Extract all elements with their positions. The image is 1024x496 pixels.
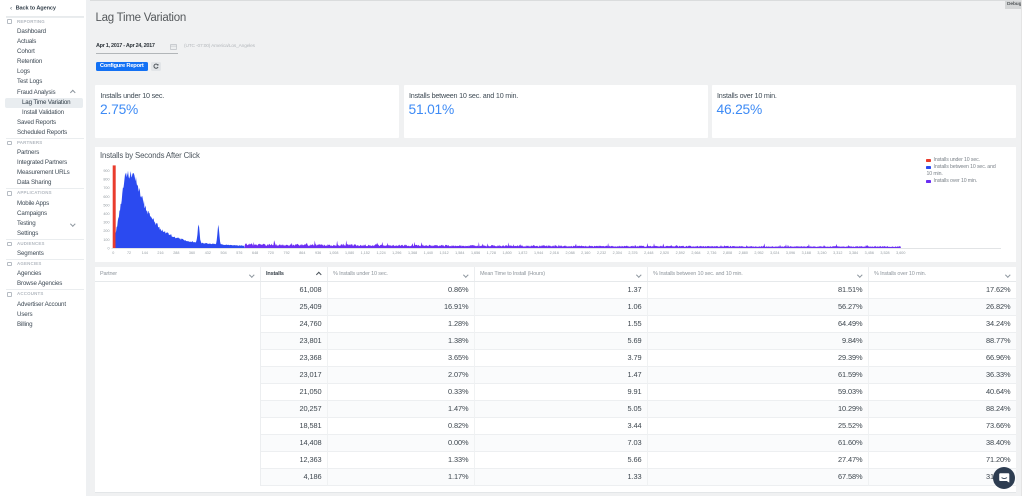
svg-text:500: 500 <box>103 203 109 207</box>
svg-text:2,736: 2,736 <box>707 251 716 255</box>
svg-text:1,800: 1,800 <box>502 251 511 255</box>
svg-text:2,088: 2,088 <box>565 251 574 255</box>
svg-text:3,312: 3,312 <box>833 251 842 255</box>
svg-text:936: 936 <box>315 251 321 255</box>
svg-text:504: 504 <box>221 251 227 255</box>
svg-text:720: 720 <box>268 251 274 255</box>
svg-text:2,808: 2,808 <box>723 251 732 255</box>
svg-text:576: 576 <box>236 251 242 255</box>
svg-text:1,872: 1,872 <box>518 251 527 255</box>
svg-text:1,152: 1,152 <box>361 251 370 255</box>
svg-text:1,368: 1,368 <box>408 251 417 255</box>
svg-text:1,584: 1,584 <box>455 251 464 255</box>
svg-text:1,512: 1,512 <box>439 251 448 255</box>
svg-text:3,528: 3,528 <box>880 251 889 255</box>
svg-text:2,160: 2,160 <box>581 251 590 255</box>
svg-text:3,456: 3,456 <box>865 251 874 255</box>
svg-text:3,024: 3,024 <box>770 251 779 255</box>
svg-text:72: 72 <box>127 251 131 255</box>
svg-text:1,008: 1,008 <box>329 251 338 255</box>
svg-text:2,448: 2,448 <box>644 251 653 255</box>
svg-text:1,440: 1,440 <box>424 251 433 255</box>
svg-text:2,880: 2,880 <box>739 251 748 255</box>
svg-text:3,384: 3,384 <box>849 251 858 255</box>
svg-text:288: 288 <box>173 251 179 255</box>
svg-text:1,728: 1,728 <box>487 251 496 255</box>
svg-text:1,296: 1,296 <box>392 251 401 255</box>
svg-text:2,592: 2,592 <box>676 251 685 255</box>
svg-text:3,240: 3,240 <box>817 251 826 255</box>
svg-text:648: 648 <box>252 251 258 255</box>
svg-text:360: 360 <box>189 251 195 255</box>
svg-text:792: 792 <box>284 251 290 255</box>
svg-text:2,664: 2,664 <box>691 251 700 255</box>
svg-text:2,520: 2,520 <box>660 251 669 255</box>
svg-text:800: 800 <box>103 178 109 182</box>
svg-text:900: 900 <box>103 169 109 173</box>
svg-text:2,952: 2,952 <box>754 251 763 255</box>
svg-text:1,080: 1,080 <box>345 251 354 255</box>
svg-text:1,224: 1,224 <box>376 251 385 255</box>
svg-text:0: 0 <box>107 246 109 250</box>
svg-text:144: 144 <box>142 251 148 255</box>
svg-text:432: 432 <box>205 251 211 255</box>
svg-text:2,376: 2,376 <box>628 251 637 255</box>
svg-text:216: 216 <box>157 251 163 255</box>
svg-text:400: 400 <box>103 212 109 216</box>
svg-text:3,168: 3,168 <box>802 251 811 255</box>
svg-text:1,656: 1,656 <box>471 251 480 255</box>
svg-text:3,096: 3,096 <box>786 251 795 255</box>
svg-text:100: 100 <box>103 238 109 242</box>
svg-text:300: 300 <box>103 221 109 225</box>
svg-text:864: 864 <box>299 251 305 255</box>
svg-text:3,600: 3,600 <box>896 251 905 255</box>
svg-text:1,944: 1,944 <box>534 251 543 255</box>
svg-text:2,232: 2,232 <box>597 251 606 255</box>
svg-text:2,016: 2,016 <box>550 251 559 255</box>
svg-text:700: 700 <box>103 186 109 190</box>
svg-text:2,304: 2,304 <box>613 251 622 255</box>
svg-text:0: 0 <box>112 251 114 255</box>
svg-text:600: 600 <box>103 195 109 199</box>
svg-text:200: 200 <box>103 229 109 233</box>
